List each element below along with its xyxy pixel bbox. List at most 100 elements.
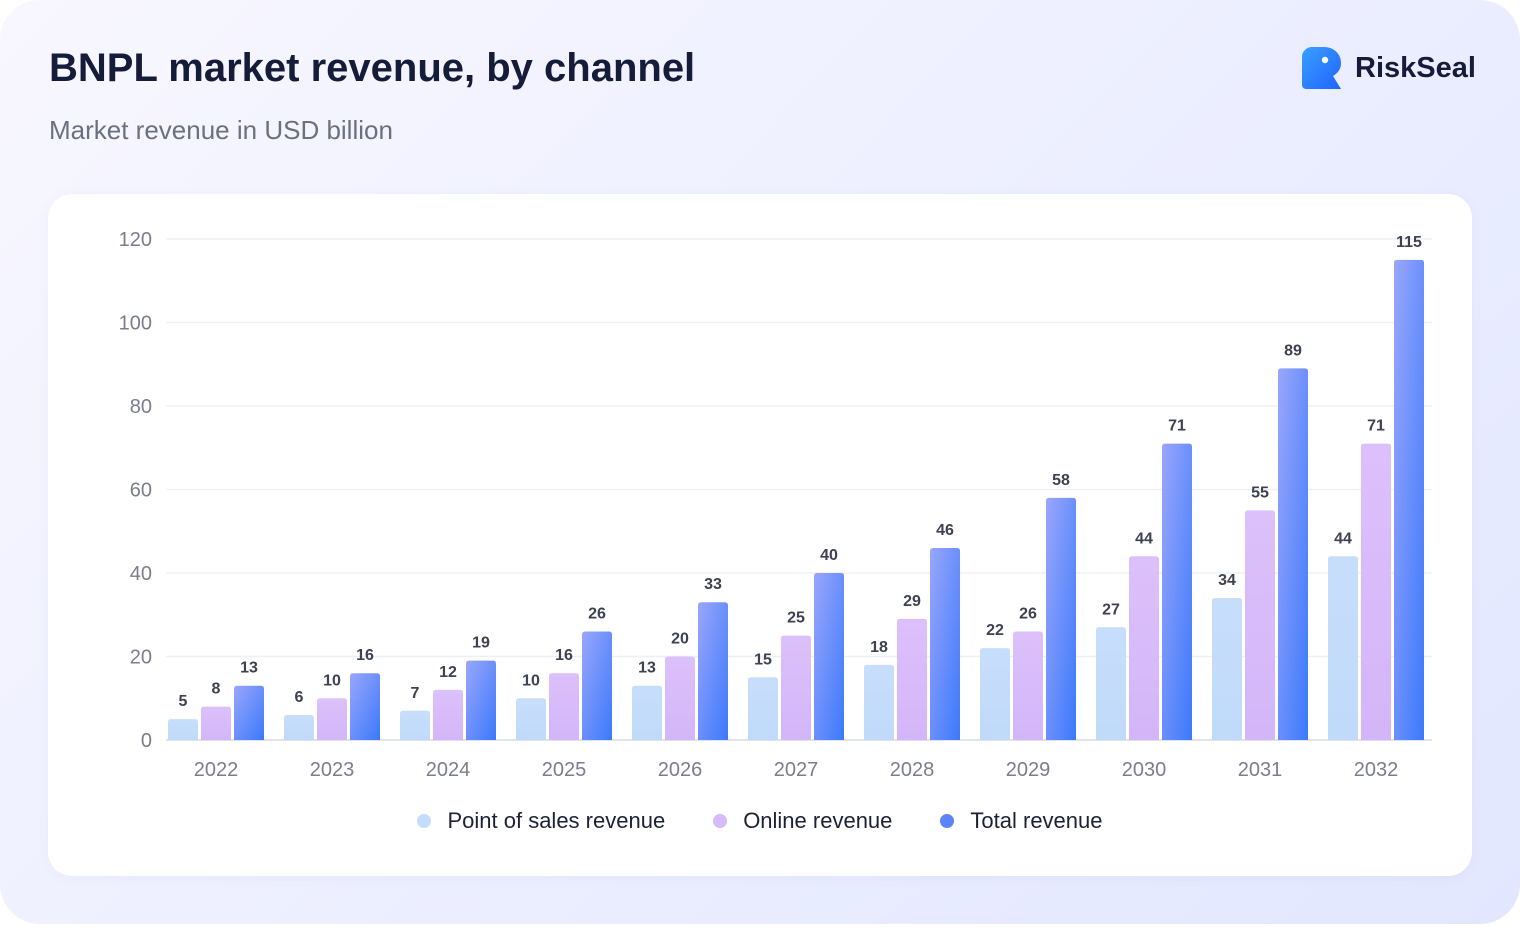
x-tick-label: 2023 <box>310 759 355 781</box>
x-tick-label: 2029 <box>1006 759 1051 781</box>
legend-item-pos[interactable]: Point of sales revenue <box>417 808 665 834</box>
chart-legend: Point of sales revenue Online revenue Tota… <box>0 808 1520 834</box>
x-tick-label: 2026 <box>658 759 703 781</box>
labels-layer: 0204060801001205813202261016202371219202… <box>119 229 1422 781</box>
y-tick-label: 120 <box>119 229 152 251</box>
bar-pos-2022[interactable] <box>168 719 198 740</box>
data-label-pos-2025: 10 <box>522 672 540 689</box>
legend-label: Online revenue <box>743 808 893 833</box>
data-label-online-2030: 44 <box>1135 530 1153 547</box>
data-label-total-2025: 26 <box>588 605 606 622</box>
data-label-total-2026: 33 <box>704 576 722 593</box>
data-label-online-2026: 20 <box>671 631 689 648</box>
legend-dot-icon <box>940 814 955 828</box>
chart-card: 0 20 40 60 80 100 120 5 8 13 2022 6 10 16 2023 7 12 19 202… <box>48 194 1472 876</box>
legend-dot-icon <box>713 814 728 828</box>
legend-label: Point of sales revenue <box>447 808 666 833</box>
data-label-online-2022: 8 <box>212 681 221 698</box>
data-label-online-2024: 12 <box>439 664 457 681</box>
x-tick-label: 2031 <box>1238 759 1283 781</box>
x-tick-label: 2022 <box>194 759 239 781</box>
data-label-pos-2027: 15 <box>754 651 772 668</box>
data-label-pos-2029: 22 <box>986 622 1004 639</box>
bar-pos-2029[interactable] <box>980 648 1010 740</box>
bar-total-2024[interactable] <box>466 660 496 740</box>
bar-total-2032[interactable] <box>1394 259 1424 740</box>
data-label-pos-2032: 44 <box>1334 530 1352 547</box>
bar-total-2030[interactable] <box>1162 443 1192 740</box>
legend-dot-icon <box>417 814 432 828</box>
bar-online-2027[interactable] <box>781 635 811 740</box>
y-tick-label: 100 <box>119 313 152 335</box>
brand: RiskSeal <box>1302 47 1476 89</box>
data-label-total-2030: 71 <box>1168 418 1186 435</box>
bar-pos-2025[interactable] <box>516 698 546 740</box>
data-label-pos-2023: 6 <box>295 689 304 706</box>
bars-layer <box>168 259 1424 741</box>
data-label-online-2027: 25 <box>787 610 805 627</box>
data-label-pos-2022: 5 <box>179 693 188 710</box>
data-label-total-2022: 13 <box>240 660 258 677</box>
x-tick-label: 2032 <box>1354 759 1399 781</box>
y-tick-label: 20 <box>130 647 152 669</box>
data-label-pos-2026: 13 <box>638 660 656 677</box>
x-tick-label: 2025 <box>542 759 587 781</box>
x-tick-label: 2028 <box>890 759 935 781</box>
chart-title: BNPL market revenue, by channel <box>49 46 696 90</box>
data-label-online-2031: 55 <box>1251 484 1269 501</box>
bar-online-2023[interactable] <box>317 698 347 740</box>
bar-pos-2032[interactable] <box>1328 556 1358 740</box>
data-label-total-2027: 40 <box>820 547 838 564</box>
data-label-total-2023: 16 <box>356 647 374 664</box>
data-label-pos-2031: 34 <box>1218 572 1236 589</box>
data-label-total-2028: 46 <box>936 522 954 539</box>
bar-online-2026[interactable] <box>665 656 695 741</box>
data-label-pos-2024: 7 <box>411 685 420 702</box>
legend-item-total[interactable]: Total revenue <box>940 808 1103 834</box>
legend-label: Total revenue <box>970 808 1103 833</box>
bar-online-2032[interactable] <box>1361 443 1391 740</box>
bar-total-2027[interactable] <box>814 573 844 740</box>
bar-total-2031[interactable] <box>1278 368 1308 740</box>
data-label-pos-2028: 18 <box>870 639 888 656</box>
bar-pos-2024[interactable] <box>400 710 430 740</box>
bar-online-2030[interactable] <box>1129 556 1159 740</box>
bar-online-2028[interactable] <box>897 618 927 740</box>
bar-online-2031[interactable] <box>1245 510 1275 740</box>
data-label-online-2029: 26 <box>1019 605 1037 622</box>
x-tick-label: 2024 <box>426 759 471 781</box>
y-tick-label: 40 <box>130 563 152 585</box>
data-label-total-2024: 19 <box>472 635 490 652</box>
bar-total-2026[interactable] <box>698 602 728 740</box>
bar-total-2023[interactable] <box>350 673 380 740</box>
legend-item-online[interactable]: Online revenue <box>713 808 892 834</box>
data-label-online-2032: 71 <box>1367 418 1385 435</box>
bar-chart: 0204060801001205813202261016202371219202… <box>119 229 1432 781</box>
y-tick-label: 80 <box>130 396 152 418</box>
bar-online-2024[interactable] <box>433 689 463 740</box>
x-tick-label: 2027 <box>774 759 819 781</box>
bar-online-2029[interactable] <box>1013 631 1043 740</box>
bar-online-2025[interactable] <box>549 673 579 740</box>
data-label-online-2023: 10 <box>323 672 341 689</box>
chart-subtitle: Market revenue in USD billion <box>49 115 393 145</box>
bar-pos-2023[interactable] <box>284 714 314 740</box>
data-label-pos-2030: 27 <box>1102 601 1120 618</box>
riskseal-logo-icon <box>1302 47 1341 89</box>
data-label-total-2031: 89 <box>1284 342 1302 359</box>
data-label-total-2029: 58 <box>1052 472 1070 489</box>
data-label-online-2028: 29 <box>903 593 921 610</box>
bar-pos-2026[interactable] <box>632 685 662 740</box>
y-tick-label: 60 <box>130 480 152 502</box>
bar-pos-2027[interactable] <box>748 677 778 740</box>
bar-pos-2031[interactable] <box>1212 598 1242 740</box>
bar-total-2029[interactable] <box>1046 497 1076 740</box>
bar-pos-2030[interactable] <box>1096 627 1126 740</box>
bar-pos-2028[interactable] <box>864 664 894 740</box>
brand-name: RiskSeal <box>1355 51 1476 84</box>
bar-total-2028[interactable] <box>930 547 960 740</box>
bar-online-2022[interactable] <box>201 706 231 740</box>
data-label-online-2025: 16 <box>555 647 573 664</box>
bar-total-2022[interactable] <box>234 685 264 740</box>
bar-total-2025[interactable] <box>582 631 612 740</box>
